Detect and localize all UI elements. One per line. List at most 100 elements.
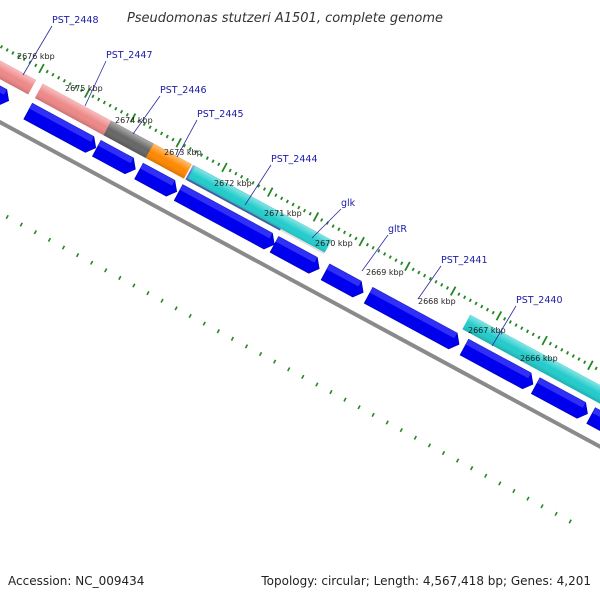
- gene-label-pst-2446: PST_2446: [160, 85, 207, 96]
- label-leader-line: [491, 305, 517, 347]
- cds-arrow: [173, 184, 275, 250]
- tick-mark: [537, 335, 541, 340]
- gene-label-pst-2445: PST_2445: [197, 109, 244, 120]
- tick-mark: [441, 450, 446, 456]
- tick-mark: [531, 332, 535, 337]
- tick-mark: [508, 320, 512, 324]
- tick-mark: [132, 283, 136, 288]
- tick-mark: [240, 174, 244, 179]
- cds-arrow-shine: [275, 236, 318, 263]
- tick-mark: [337, 227, 341, 232]
- tick-mark: [148, 125, 152, 130]
- kbp-label: 2674 kbp: [115, 116, 153, 125]
- tick-mark: [365, 242, 369, 247]
- tick-mark: [434, 279, 438, 284]
- tick-mark: [491, 310, 495, 315]
- tick-mark: [587, 360, 594, 371]
- tick-mark: [554, 511, 558, 516]
- tick-mark: [118, 275, 122, 281]
- tick-mark: [90, 260, 94, 265]
- tick-mark: [526, 496, 530, 501]
- gene-labels: PST_2448 PST_2447 PST_2446 PST_2445 PST_…: [52, 15, 563, 306]
- tick-mark: [427, 443, 432, 448]
- accession-text: Accession: NC_009434: [8, 574, 144, 588]
- tick-mark: [594, 366, 598, 371]
- tick-mark: [371, 412, 375, 418]
- feature-band-shine: [462, 315, 548, 372]
- tick-mark: [104, 268, 108, 273]
- tick-mark: [428, 276, 432, 281]
- tick-mark: [348, 233, 352, 238]
- tick-mark: [480, 304, 484, 309]
- tick-mark: [463, 295, 467, 300]
- kbp-label: 2671 kbp: [264, 209, 302, 218]
- tick-mark: [571, 354, 575, 358]
- tick-mark: [358, 236, 365, 247]
- tick-mark: [22, 57, 26, 62]
- tick-mark: [577, 357, 581, 361]
- tick-mark: [160, 131, 164, 136]
- tick-mark: [385, 420, 389, 425]
- tick-mark: [182, 143, 186, 148]
- tick-mark: [245, 177, 249, 182]
- kbp-label: 2668 kbp: [418, 297, 456, 306]
- tick-mark: [512, 488, 516, 494]
- tick-mark: [11, 51, 15, 55]
- tick-mark: [102, 100, 106, 105]
- cds-arrow: [134, 162, 178, 197]
- tick-mark: [251, 181, 255, 185]
- tick-mark: [388, 255, 392, 259]
- tick-mark: [97, 97, 101, 102]
- label-leader-line: [417, 265, 442, 300]
- tick-mark: [68, 82, 72, 86]
- tick-mark: [45, 69, 49, 74]
- tick-mark: [262, 187, 267, 191]
- tick-mark: [400, 261, 404, 266]
- tick-mark: [484, 473, 488, 478]
- feature-band-shine: [35, 83, 112, 136]
- tick-mark: [47, 237, 52, 243]
- tick-mark: [329, 389, 333, 395]
- gene-label-gltr: gltR: [388, 224, 407, 235]
- tick-mark: [560, 347, 564, 352]
- tick-mark: [211, 159, 215, 164]
- tick-mark: [221, 162, 228, 173]
- label-leader-line: [176, 119, 198, 158]
- map-rotated: [0, 44, 600, 524]
- tick-mark: [175, 137, 182, 148]
- tick-mark: [5, 214, 9, 220]
- tick-mark: [234, 171, 238, 176]
- tick-mark: [202, 321, 206, 326]
- tick-mark: [525, 329, 530, 334]
- tick-mark: [541, 335, 548, 346]
- tick-mark: [257, 184, 261, 188]
- tick-mark: [267, 187, 274, 197]
- tick-mark: [17, 54, 21, 58]
- feature-band-shine: [103, 121, 154, 158]
- tick-mark: [51, 72, 55, 77]
- tick-mark: [119, 109, 124, 114]
- kbp-labels: 2676 kbp 2675 kbp 2674 kbp 2673 kbp 2672…: [17, 52, 558, 363]
- tick-mark: [188, 313, 192, 319]
- tick-mark: [331, 224, 335, 228]
- tick-mark: [174, 306, 178, 311]
- tick-mark: [440, 283, 444, 287]
- tick-mark: [548, 341, 552, 346]
- tick-mark: [320, 218, 324, 222]
- features: [0, 45, 600, 441]
- cds-arrow-shine: [29, 103, 94, 142]
- tick-mark: [129, 113, 137, 123]
- tick-mark: [468, 298, 472, 303]
- tick-mark: [445, 286, 450, 290]
- kbp-label: 2676 kbp: [17, 52, 55, 61]
- tick-mark: [188, 147, 192, 151]
- tick-mark: [258, 351, 263, 357]
- map-title: Pseudomonas stutzeri A1501, complete gen…: [127, 11, 443, 26]
- tick-mark: [377, 249, 381, 253]
- tick-mark: [297, 205, 301, 210]
- feature-band-shine: [146, 143, 192, 179]
- kbp-label: 2672 kbp: [214, 179, 252, 188]
- cds-arrow-shine: [465, 339, 532, 379]
- cds-arrow-shine: [140, 163, 175, 186]
